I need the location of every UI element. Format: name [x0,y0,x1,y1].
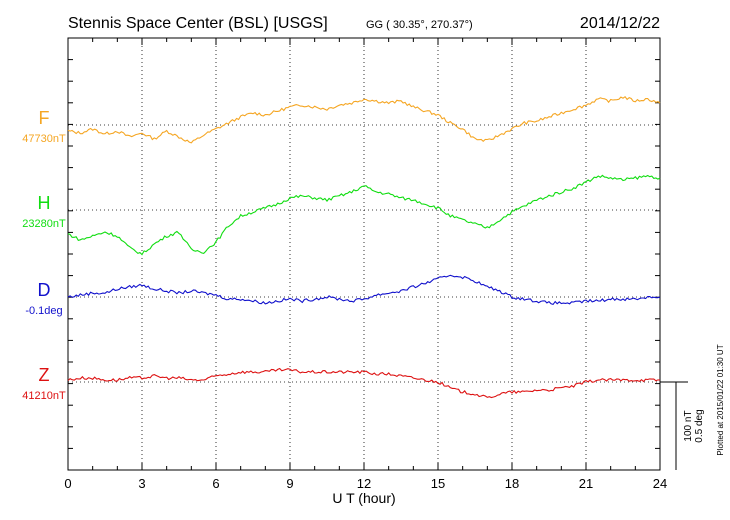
series-line-h [67,174,661,256]
series-baseline-z: 41210nT [22,390,66,402]
x-tick-label: 6 [212,476,219,491]
series-lines [67,95,661,399]
x-tick-label: 24 [653,476,667,491]
series-name-f: F [39,108,50,128]
x-tick-label: 15 [431,476,445,491]
grid [68,38,660,470]
series-line-z [67,367,661,399]
scale-deg-label: 0.5 deg [694,409,705,442]
station-title: Stennis Space Center (BSL) [USGS] [68,15,328,32]
plotted-timestamp: Plotted at 2015/01/22 01:30 UT [716,344,725,455]
x-tick-label: 18 [505,476,519,491]
scale-nt-label: 100 nT [683,410,694,441]
x-tick-label: 0 [64,476,71,491]
series-line-d [67,274,661,306]
series-labels: F 47730nT H 23280nT D -0.1deg Z 41210nT [22,108,66,402]
chart-date: 2014/12/22 [580,15,660,32]
series-name-h: H [38,193,51,213]
series-name-d: D [38,280,51,300]
series-baseline-h: 23280nT [22,218,66,230]
x-axis-label: U T (hour) [332,490,395,506]
x-tick-label: 21 [579,476,593,491]
axis-ticks: 0 3 6 9 12 15 18 21 24 [64,38,667,491]
series-name-z: Z [39,365,50,385]
x-tick-label: 3 [138,476,145,491]
series-baseline-f: 47730nT [22,133,66,145]
x-tick-label: 12 [357,476,371,491]
series-line-f [67,95,661,144]
x-tick-label: 9 [286,476,293,491]
series-baseline-d: -0.1deg [25,305,62,317]
station-coords: GG ( 30.35°, 270.37°) [366,19,473,31]
